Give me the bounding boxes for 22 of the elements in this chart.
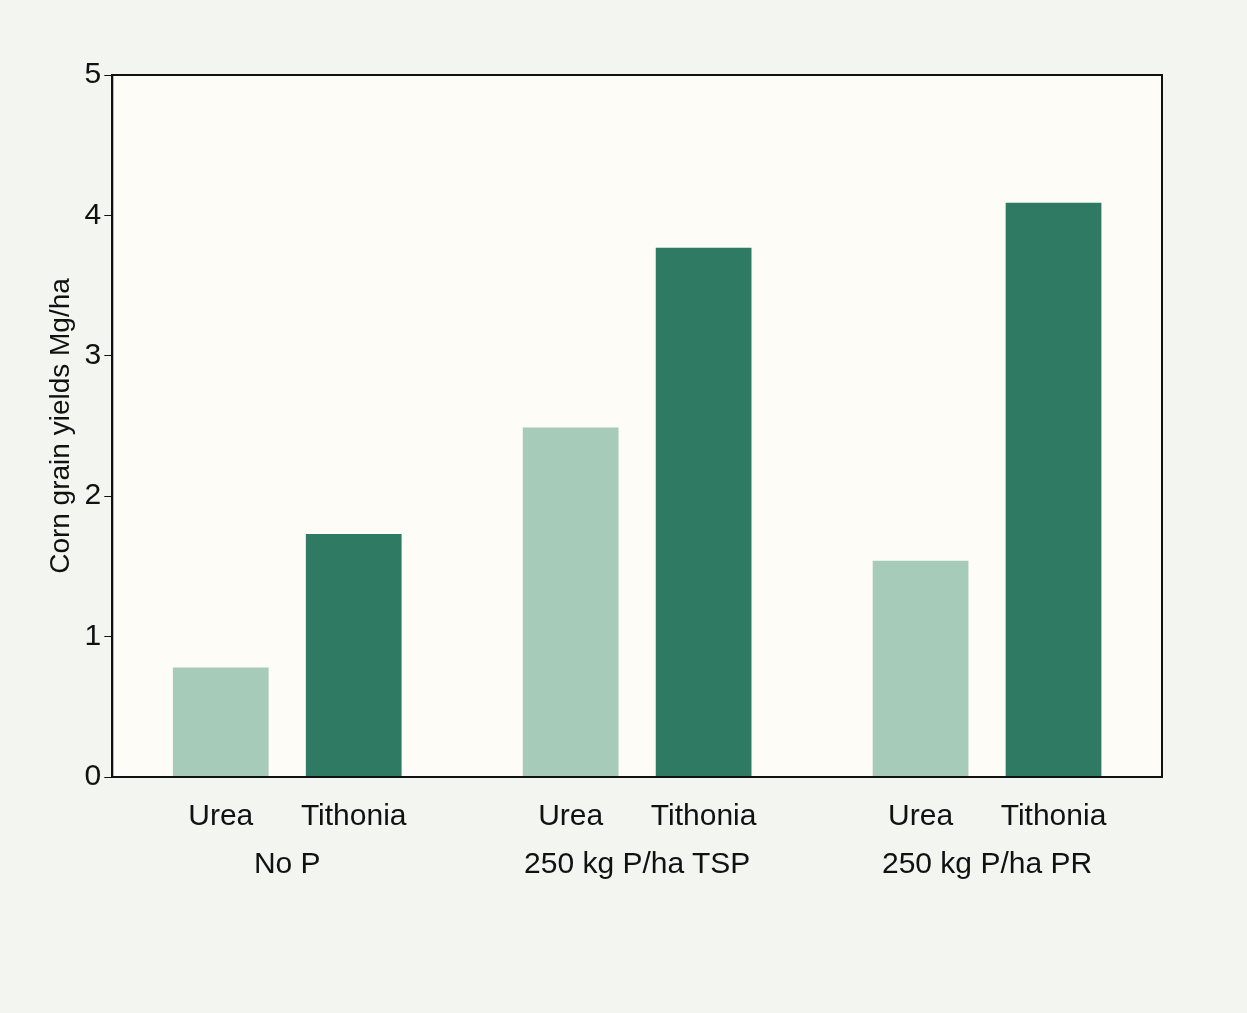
text: Urea bbox=[538, 798, 604, 832]
y-tick-label: 0 bbox=[84, 758, 102, 792]
text: Urea bbox=[888, 798, 954, 832]
text: Tithonia bbox=[300, 798, 407, 832]
bar bbox=[522, 427, 619, 777]
y-axis-title: Corn grain yields Mg/ha bbox=[43, 277, 75, 574]
bar bbox=[1005, 202, 1102, 777]
y-tick-label: 5 bbox=[84, 56, 102, 90]
bar bbox=[305, 534, 402, 777]
text: Tithonia bbox=[650, 798, 757, 832]
x-tick-label: 250 kg P/ha PR bbox=[881, 846, 1093, 880]
series-label: Urea bbox=[188, 798, 254, 832]
bar bbox=[872, 560, 969, 777]
y-tick-label: 3 bbox=[84, 337, 102, 371]
y-tick-label: 2 bbox=[84, 477, 102, 511]
y-tick-label: 4 bbox=[84, 196, 102, 230]
series-label: Tithonia bbox=[1000, 798, 1107, 832]
x-tick-label: No P bbox=[253, 846, 321, 880]
bar bbox=[655, 247, 752, 777]
y-tick-label: 1 bbox=[84, 617, 102, 651]
x-tick-label: 250 kg P/ha TSP bbox=[524, 846, 751, 880]
bar bbox=[172, 667, 269, 777]
